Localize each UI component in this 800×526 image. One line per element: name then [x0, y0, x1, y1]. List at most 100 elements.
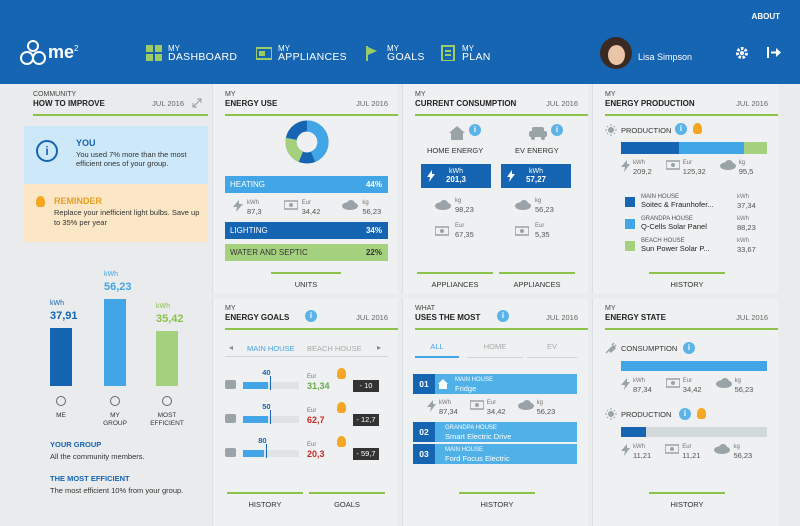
bar-label-line: MOST — [157, 412, 177, 419]
stat-eur: Eur 34,42 — [469, 400, 506, 416]
reminder-text: Replace your inefficient light bulbs. Sa… — [54, 208, 200, 227]
bar-unit: kWh — [156, 303, 170, 310]
tab-appliances-ev[interactable]: APPLIANCES — [499, 272, 575, 289]
bar-label-line: MY — [110, 412, 120, 419]
stat-value: 31,34 — [307, 381, 330, 391]
community-panel: COMMUNITY HOW TO IMPROVE JUL 2016 i YOU … — [22, 84, 208, 526]
logo[interactable]: me 2 — [20, 38, 78, 66]
energy-donut-chart — [285, 120, 329, 164]
tab-beach-house[interactable]: BEACH HOUSE — [307, 344, 362, 353]
consumption-stats: kWh 87,34 Eur 34,42 kg 56,23 — [621, 378, 753, 394]
expand-icon[interactable] — [192, 98, 202, 108]
panel-title: ENERGY USE — [225, 99, 278, 108]
stat-eur: Eur 34,42 — [283, 200, 320, 216]
efficient-text: The most efficient 10% from your group. — [50, 486, 184, 495]
info-icon[interactable]: i — [675, 123, 687, 135]
chevron-right-icon[interactable]: ▸ — [377, 343, 382, 352]
stat-value: 11,21 — [682, 451, 701, 460]
item-name: Smart Electric Drive — [445, 432, 512, 441]
chevron-left-icon[interactable]: ◂ — [229, 343, 234, 352]
bar-label: ME — [36, 412, 86, 420]
home-energy-box[interactable]: kWh 201,3 — [421, 164, 491, 188]
info-icon[interactable]: i — [679, 408, 691, 420]
stat-kg: kg 56,23 — [517, 400, 555, 416]
group-text: All the community members. — [50, 452, 145, 461]
consumption-label: CONSUMPTION — [621, 344, 678, 353]
water-row[interactable]: WATER AND SEPTIC 22% — [225, 244, 388, 261]
stat-kwh: kWh 11,21 — [621, 444, 651, 460]
home-energy-label: HOME ENERGY — [427, 146, 484, 155]
avatar[interactable] — [600, 37, 632, 69]
bulb-icon — [337, 368, 346, 379]
source-location: GRANDPA HOUSE — [641, 216, 693, 222]
logo-sup: 2 — [74, 44, 79, 53]
tab-goals[interactable]: GOALS — [309, 492, 385, 509]
stat-kg: kg 95,5 — [719, 160, 753, 176]
efficient-title: THE MOST EFFICIENT — [50, 474, 130, 483]
nav-goals[interactable]: MY GOALS — [365, 44, 425, 62]
tab-history[interactable]: HISTORY — [459, 492, 535, 509]
tab-ev[interactable]: EV — [527, 342, 577, 358]
stat-value: 11,21 — [633, 451, 652, 460]
panel-pre: MY — [225, 305, 236, 312]
tab-units[interactable]: UNITS — [271, 272, 341, 289]
stat-unit: kg — [535, 198, 542, 204]
nav-plan[interactable]: MY PLAN — [440, 44, 491, 62]
info-icon[interactable]: i — [469, 124, 481, 136]
logout-icon[interactable] — [767, 46, 781, 59]
panel-title: USES THE MOST — [415, 313, 481, 322]
tab-history[interactable]: HISTORY — [227, 492, 303, 509]
stat-unit: kg — [738, 160, 746, 166]
info-icon[interactable]: i — [305, 310, 317, 322]
panel-title: ENERGY STATE — [605, 313, 666, 322]
production-source[interactable]: GRANDPA HOUSE Q-Cells Solar Panel — [641, 216, 731, 231]
heating-row[interactable]: HEATING 44% — [225, 176, 388, 193]
tab-history[interactable]: HISTORY — [649, 272, 725, 289]
goal-cost: Eur 31,34 — [307, 374, 330, 391]
stat-value: 87,3 — [247, 207, 262, 216]
goal-target-marker — [266, 444, 268, 458]
bar-label: MOST EFFICIENT — [142, 412, 192, 428]
goal-difference: - 59,7 — [353, 448, 379, 460]
list-item[interactable]: 03 MAIN HOUSE Ford Focus Electric — [413, 444, 577, 464]
user-name[interactable]: Lisa Simpson — [638, 52, 693, 62]
bar-unit: kWh — [104, 271, 118, 278]
stat-value: 34,42 — [682, 385, 702, 394]
lighting-row[interactable]: LIGHTING 34% — [225, 222, 388, 239]
panel-date: JUL 2016 — [546, 99, 578, 108]
list-item[interactable]: 02 GRANDPA HOUSE Smart Electric Drive — [413, 422, 577, 442]
info-icon[interactable]: i — [551, 124, 563, 136]
production-source[interactable]: BEACH HOUSE Sun Power Solar P... — [641, 238, 731, 253]
tab-all[interactable]: ALL — [415, 342, 459, 358]
production-source[interactable]: MAIN HOUSE Soitec & Fraunhofer... — [641, 194, 731, 209]
stat-unit: kWh — [633, 378, 645, 384]
lightning-icon — [621, 378, 630, 390]
panel-date: JUL 2016 — [736, 313, 768, 322]
tab-main-house[interactable]: MAIN HOUSE — [247, 344, 295, 353]
bar-label-line: EFFICIENT — [150, 420, 184, 427]
lightning-icon — [427, 170, 435, 182]
production-stacked-bar — [621, 142, 767, 154]
lightning-icon — [621, 160, 630, 172]
goal-target: 40 — [262, 368, 271, 377]
tab-history[interactable]: HISTORY — [649, 492, 725, 509]
item-location: MAIN HOUSE — [445, 447, 484, 453]
gear-icon[interactable] — [735, 46, 749, 60]
panel-header: MY ENERGY STATE JUL 2016 — [605, 302, 778, 330]
nav-dashboard[interactable]: MY DASHBOARD — [146, 44, 237, 62]
info-icon[interactable]: i — [497, 310, 509, 322]
bar-value: 56,23 — [104, 281, 132, 293]
list-item[interactable]: 01 MAIN HOUSE Fridge — [413, 374, 577, 394]
source-value: kWh 88,23 — [737, 216, 756, 232]
panel-title: ENERGY PRODUCTION — [605, 99, 695, 108]
car-icon — [529, 127, 547, 140]
ev-energy-box[interactable]: kWh 57,27 — [501, 164, 571, 188]
info-icon[interactable]: i — [683, 342, 695, 354]
about-link[interactable]: ABOUT — [751, 12, 780, 21]
nav-appliances[interactable]: MY APPLIANCES — [256, 44, 347, 62]
cloud-icon — [515, 200, 531, 210]
tab-appliances-home[interactable]: APPLIANCES — [417, 272, 493, 289]
bar-label-line: ME — [56, 412, 66, 419]
panel-date: JUL 2016 — [736, 99, 768, 108]
tab-home[interactable]: HOME — [467, 342, 523, 358]
